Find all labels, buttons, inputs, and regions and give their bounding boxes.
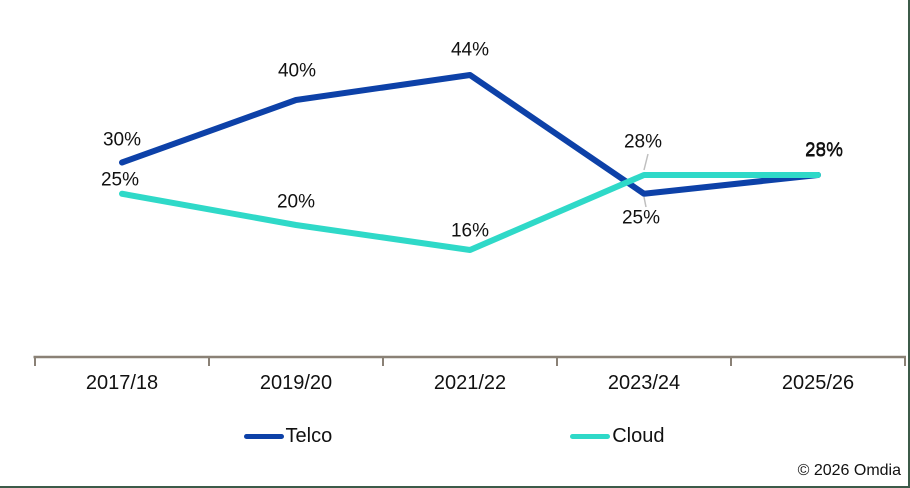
x-axis-label: 2021/22 [433,372,507,394]
cloud-line [119,172,821,253]
cloud-data-label: 16% [450,220,490,242]
legend-swatch-icon [243,434,284,439]
cloud-data-label: 25% [100,169,140,191]
telco-data-label: 44% [450,39,490,61]
telco-data-label: 30% [102,129,142,151]
legend-item-cloud: Cloud [570,425,664,448]
legend-item-telco: Telco [243,425,333,448]
telco-line [119,72,821,197]
series-lines [119,72,821,253]
telco-data-label: 40% [277,60,317,82]
leader-lines [643,153,649,208]
legend-label: Telco [285,425,333,447]
telco-data-label: 28% [804,139,844,161]
leader-line [643,196,647,208]
legend-swatch-icon [570,434,611,439]
cloud-data-label: 28% [623,131,663,153]
x-axis [33,355,906,366]
copyright-text: © 2026 Omdia [797,462,901,479]
x-axis-label: 2025/26 [781,372,855,394]
x-axis-label: 2017/18 [85,372,159,394]
leader-line [643,153,649,171]
x-axis-label: 2019/20 [259,372,333,394]
legend-label: Cloud [612,425,665,447]
cloud-data-label: 20% [276,191,316,213]
x-axis-label: 2023/24 [607,372,681,394]
legend: Telco Cloud [0,425,908,448]
telco-data-label: 25% [621,207,661,229]
cloud-data-label: 28% [804,140,844,162]
